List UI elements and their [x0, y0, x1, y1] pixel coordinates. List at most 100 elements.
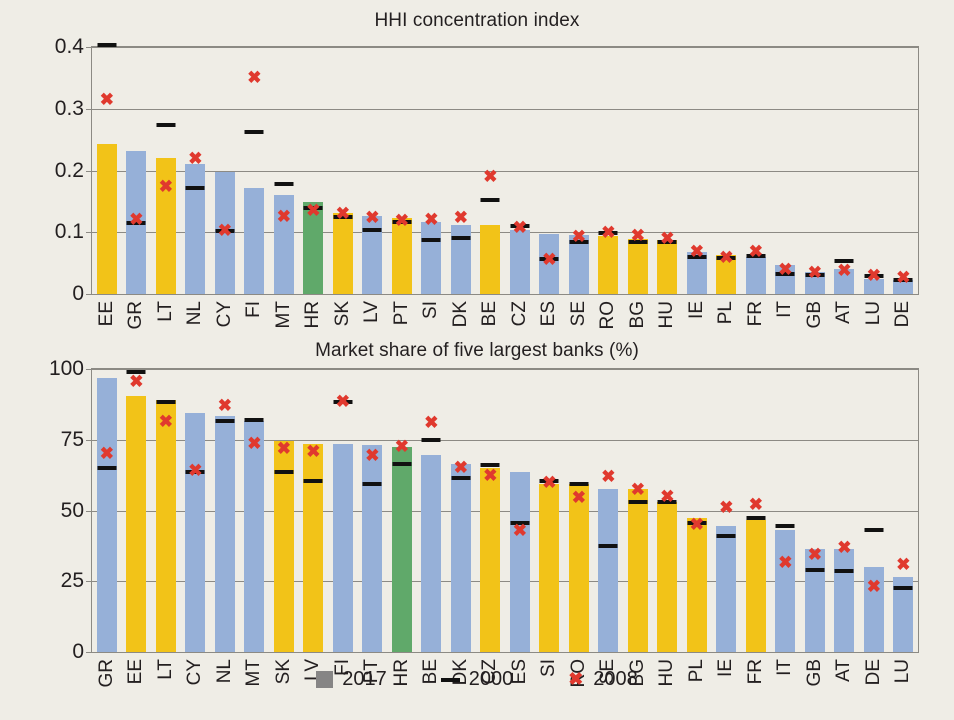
marker-2008: ✖: [571, 488, 586, 508]
marker-2000: [805, 567, 825, 572]
bar-2017: [509, 472, 530, 652]
marker-2000: [775, 272, 795, 277]
marker-2000: [539, 256, 559, 261]
bar-2017: [214, 415, 235, 652]
bar-2017: [480, 468, 501, 652]
marker-2000: [215, 419, 235, 424]
marker-2000: [303, 478, 323, 483]
bar-group: ✖ FR: [741, 47, 771, 326]
bar-group: ✖ CY: [181, 369, 211, 685]
bar-group: ✖ LU: [859, 47, 889, 325]
bar-group: ✖ ES: [535, 47, 565, 326]
marker-2008: ✖: [748, 495, 763, 515]
bar-2017: [480, 224, 501, 294]
marker-2000: [687, 521, 707, 526]
y-axis-tick-mark: [86, 510, 92, 512]
marker-2000: [480, 198, 500, 203]
marker-2000: [598, 230, 618, 235]
bar-group: ✖ BG: [623, 47, 653, 328]
bar-2017: [775, 264, 796, 294]
marker-2008: ✖: [571, 227, 586, 247]
bar-group: ✖ GR: [122, 47, 152, 330]
marker-2000: [333, 214, 353, 219]
marker-2008: ✖: [365, 207, 380, 227]
marker-2008: ✖: [453, 458, 468, 478]
y-axis-tick-mark: [86, 170, 92, 172]
marker-2000: [657, 500, 677, 505]
marker-2000: [569, 239, 589, 244]
bar-2017: [893, 279, 914, 294]
marker-2008: ✖: [99, 90, 114, 110]
bar-2017: [627, 489, 648, 652]
bar-2017: [155, 158, 176, 294]
y-axis-tick-mark: [86, 294, 92, 295]
marker-2000: [421, 237, 441, 242]
marker-2000: [510, 224, 530, 229]
marker-2008: ✖: [394, 437, 409, 457]
bar-2017: [863, 567, 884, 652]
y-axis-tick-label: 75: [60, 427, 84, 451]
bar-group: ✖ AT: [830, 369, 860, 682]
chart-legend: 2017 2000 ✖ 2008: [0, 668, 954, 691]
marker-2000: [392, 461, 412, 466]
bar-2017: [185, 163, 206, 294]
bar-2017: [686, 517, 707, 652]
marker-2000: [274, 470, 294, 475]
bar-2017: [303, 202, 324, 294]
marker-2008: ✖: [247, 434, 262, 454]
bar-group: ✖ IE: [712, 369, 742, 677]
marker-2008: ✖: [837, 261, 852, 281]
marker-2008: ✖: [335, 391, 350, 411]
marker-2008: ✖: [483, 166, 498, 186]
bar-2017: [657, 502, 678, 652]
marker-2000: [303, 205, 323, 210]
bar-2017: [834, 268, 855, 294]
y-axis-tick-mark: [86, 108, 92, 110]
marker-2008: ✖: [512, 520, 527, 540]
x-axis-tick-label: EE: [95, 301, 117, 327]
bar-group: ✖ GR: [92, 369, 122, 688]
gridline: [92, 510, 918, 512]
chart-panel-hhi: HHI concentration index 0 0.1 0.2 0.3 0.4 ✖ E…: [0, 10, 954, 340]
x-axis-tick-label: LV: [361, 301, 383, 323]
bar-group: ✖ PT: [358, 369, 388, 683]
bar-group: ✖ SE: [594, 369, 624, 684]
bar-2017: [126, 395, 147, 652]
x-axis-tick-label: HU: [656, 301, 678, 329]
bar-group: ✖ SE: [564, 47, 594, 326]
bar-group: ✖ CZ: [505, 47, 535, 326]
x-axis-tick-label: DE: [892, 301, 914, 328]
gridline: [92, 108, 918, 110]
bars-layer-hhi: ✖ EE ✖ GR ✖ LT ✖ NL ✖ CY ✖ FI ✖ MT ✖ HR ✖ SK ✖ LV ✖ PT ✖ SI ✖ DK ✖…: [92, 42, 918, 330]
bar-2017: [391, 218, 412, 294]
bar-group: ✖ LV: [299, 369, 329, 681]
marker-2000: [716, 256, 736, 261]
marker-2008: ✖: [158, 176, 173, 196]
x-axis-tick-label: PT: [390, 301, 412, 326]
marker-2000: [569, 481, 589, 486]
marker-2008: ✖: [188, 149, 203, 169]
bar-2017: [185, 412, 206, 652]
marker-2008: ✖: [99, 444, 114, 464]
marker-2000: [392, 219, 412, 224]
bar-group: ✖ LU: [889, 369, 919, 683]
bar-2017: [775, 530, 796, 652]
marker-2008: ✖: [660, 228, 675, 248]
gridline: [92, 232, 918, 234]
marker-2000: [746, 515, 766, 520]
bar-2017: [598, 235, 619, 294]
bar-group: ✖ SI: [535, 369, 565, 677]
marker-2008: ✖: [217, 396, 232, 416]
marker-2000: [97, 42, 117, 47]
legend-label: 2000: [468, 668, 514, 690]
x-axis-tick-label: NL: [184, 301, 206, 326]
marker-2000: [893, 278, 913, 283]
bar-2017: [362, 445, 383, 652]
bar-2017: [332, 444, 353, 652]
bar-2017: [745, 520, 766, 652]
bar-2017: [627, 239, 648, 294]
bar-group: ✖ IE: [682, 47, 712, 319]
marker-2008: ✖: [807, 544, 822, 564]
marker-2008: ✖: [896, 268, 911, 288]
